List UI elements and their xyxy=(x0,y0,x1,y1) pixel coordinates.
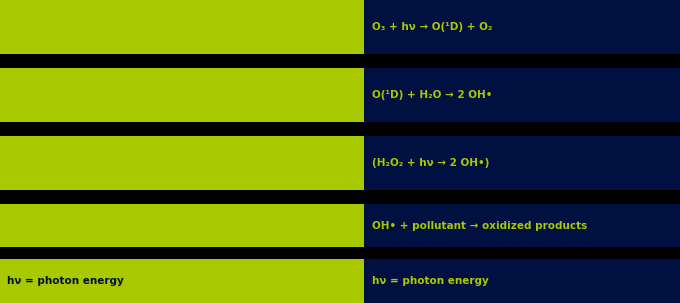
Bar xyxy=(0,122,680,136)
Bar xyxy=(0,204,680,248)
Bar xyxy=(0,190,680,204)
Bar xyxy=(0,54,680,68)
Bar xyxy=(364,259,680,303)
Text: hν = photon energy: hν = photon energy xyxy=(7,276,124,286)
Bar xyxy=(0,68,680,122)
Bar xyxy=(0,259,680,303)
Bar xyxy=(364,0,680,54)
Bar xyxy=(0,247,680,259)
Text: OH• + pollutant → oxidized products: OH• + pollutant → oxidized products xyxy=(372,221,588,231)
Bar xyxy=(0,136,680,190)
Bar xyxy=(0,0,680,54)
Text: O₃ + hν → O(¹D) + O₂: O₃ + hν → O(¹D) + O₂ xyxy=(372,22,492,32)
Text: hν = photon energy: hν = photon energy xyxy=(372,276,489,286)
Bar xyxy=(364,136,680,190)
Bar xyxy=(364,204,680,248)
Text: O(¹D) + H₂O → 2 OH•: O(¹D) + H₂O → 2 OH• xyxy=(372,90,492,100)
Text: (H₂O₂ + hν → 2 OH•): (H₂O₂ + hν → 2 OH•) xyxy=(372,158,490,168)
Bar xyxy=(364,68,680,122)
